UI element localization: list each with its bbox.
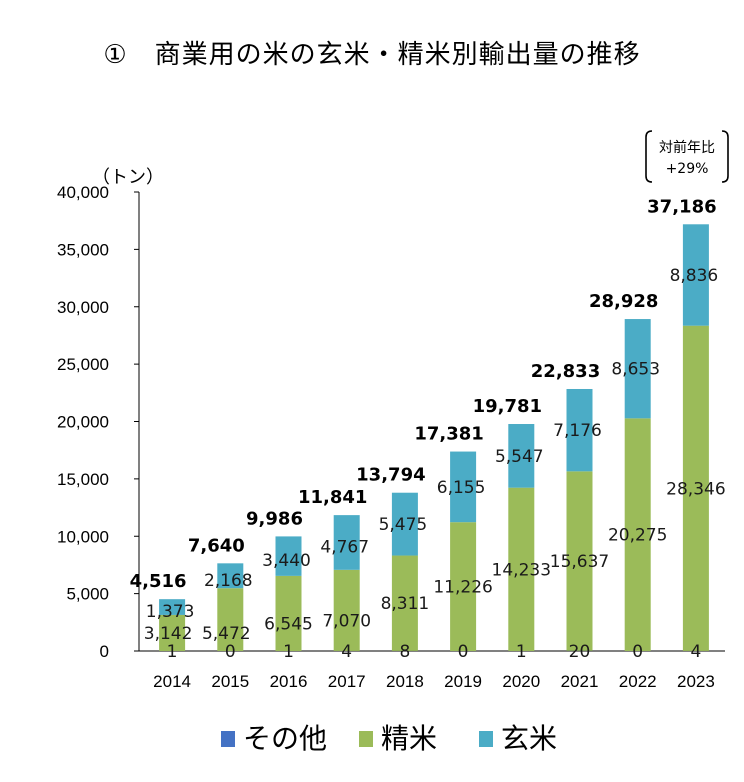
- total-label: 19,781: [473, 396, 542, 417]
- bar-2016-series-1: [275, 575, 302, 651]
- value-label-milled: 6,545: [264, 614, 313, 634]
- value-label-other: 20: [569, 642, 591, 662]
- value-label-brown: 2,168: [204, 571, 253, 591]
- legend-swatch: [221, 731, 235, 747]
- legend-swatch: [359, 731, 373, 747]
- x-tick-label: 2020: [502, 672, 540, 691]
- x-axis: 2014 2015 2016 2017 2018 2019 2020 2021 2022 2023: [153, 672, 715, 691]
- legend-label: 精米: [381, 722, 437, 755]
- chart-title: ① 商業用の米の玄米・精米別輸出量の推移: [103, 40, 641, 70]
- x-tick-label: 2022: [619, 672, 657, 691]
- x-tick-label: 2021: [561, 672, 599, 691]
- legend-swatch: [479, 731, 493, 747]
- x-tick-label: 2015: [211, 672, 249, 691]
- y-tick-label: 10,000: [57, 527, 109, 546]
- y-axis: 0 5,000 10,000 15,000 20,000 25,000 30,000 35,0…: [57, 167, 725, 661]
- y-tick-label: 30,000: [57, 298, 109, 317]
- x-tick-label: 2014: [153, 672, 191, 691]
- annotation-bracket-right: [721, 130, 729, 183]
- value-label-milled: 7,070: [322, 611, 371, 631]
- value-label-other: 1: [283, 642, 294, 662]
- bar-2023-series-2: [682, 224, 709, 326]
- bar-2017-series-2: [333, 515, 360, 570]
- x-tick-label: 2018: [386, 672, 424, 691]
- bar-2014-series-1: [159, 614, 186, 651]
- bar-2015-series-1: [217, 588, 244, 651]
- value-label-other: 8: [399, 642, 410, 662]
- bar-2020-series-2: [508, 424, 535, 488]
- value-label-brown: 7,176: [553, 421, 602, 441]
- total-label: 22,833: [531, 361, 600, 382]
- bar-2020-series-1: [508, 487, 535, 651]
- bar-2022-series-1: [624, 418, 651, 651]
- value-label-brown: 6,155: [437, 478, 486, 498]
- total-label: 7,640: [188, 535, 245, 556]
- total-label: 17,381: [414, 424, 483, 445]
- y-tick-label: 20,000: [57, 413, 109, 432]
- total-label: 28,928: [589, 291, 658, 312]
- value-label-brown: 8,653: [611, 360, 660, 380]
- bar-2017-series-1: [333, 569, 360, 651]
- value-label-other: 1: [516, 642, 527, 662]
- annotation-line2: +29%: [666, 161, 709, 177]
- x-tick-label: 2017: [328, 672, 366, 691]
- value-label-other: 4: [341, 642, 352, 662]
- bar-2018-series-1: [391, 555, 418, 651]
- annotation: 対前年比 +29%: [645, 130, 729, 183]
- bar-2019-series-2: [450, 451, 477, 523]
- value-label-milled: 3,142: [144, 624, 193, 644]
- value-label-milled: 28,346: [666, 479, 725, 499]
- legend: その他 精米 玄米: [221, 722, 557, 755]
- value-label-milled: 8,311: [381, 594, 430, 614]
- x-tick-label: 2016: [270, 672, 308, 691]
- legend-label: その他: [243, 722, 327, 755]
- total-label: 13,794: [356, 465, 425, 486]
- bar-2023-series-1: [682, 325, 709, 651]
- x-tick-label: 2023: [677, 672, 715, 691]
- bar-2022-series-2: [624, 319, 651, 419]
- bar-2014-series-2: [159, 599, 186, 615]
- y-tick-label: 5,000: [66, 585, 109, 604]
- y-tick-label: 25,000: [57, 355, 109, 374]
- total-label: 37,186: [647, 196, 716, 217]
- value-label-milled: 20,275: [608, 526, 667, 546]
- value-label-other: 4: [690, 642, 701, 662]
- legend-label: 玄米: [501, 722, 557, 755]
- value-label-milled: 15,637: [550, 552, 609, 572]
- value-label-brown: 4,767: [320, 537, 369, 557]
- value-label-brown: 1,373: [146, 602, 195, 622]
- total-label: 11,841: [298, 487, 367, 508]
- y-tick-label: 35,000: [57, 240, 109, 259]
- value-label-other: 1: [167, 642, 178, 662]
- value-label-brown: 5,475: [379, 515, 428, 535]
- bars: [159, 224, 709, 651]
- value-label-brown: 3,440: [262, 551, 311, 571]
- value-label-other: 0: [225, 642, 236, 662]
- y-tick-label: 40,000: [57, 183, 109, 202]
- annotation-line1: 対前年比: [659, 139, 715, 156]
- bar-2015-series-2: [217, 563, 244, 589]
- bar-2016-series-2: [275, 536, 302, 576]
- y-tick-label: 0: [100, 642, 109, 661]
- bar-2018-series-2: [391, 492, 418, 556]
- value-label-milled: 14,233: [492, 560, 551, 580]
- bar-2021-series-2: [566, 388, 593, 472]
- total-label: 4,516: [130, 571, 187, 592]
- data-labels: 13,1421,3734,51605,4722,1687,64016,5453,…: [130, 196, 726, 662]
- bar-2019-series-1: [450, 522, 477, 651]
- value-label-brown: 8,836: [670, 266, 719, 286]
- bar-2021-series-1: [566, 471, 593, 651]
- value-label-milled: 11,226: [433, 578, 492, 598]
- y-unit-label: （トン）: [92, 167, 164, 188]
- value-label-other: 0: [632, 642, 643, 662]
- value-label-brown: 5,547: [495, 447, 544, 467]
- total-label: 9,986: [246, 508, 303, 529]
- value-label-other: 0: [458, 642, 469, 662]
- x-tick-label: 2019: [444, 672, 482, 691]
- y-tick-label: 15,000: [57, 470, 109, 489]
- value-label-milled: 5,472: [202, 624, 251, 644]
- annotation-bracket-left: [645, 130, 653, 183]
